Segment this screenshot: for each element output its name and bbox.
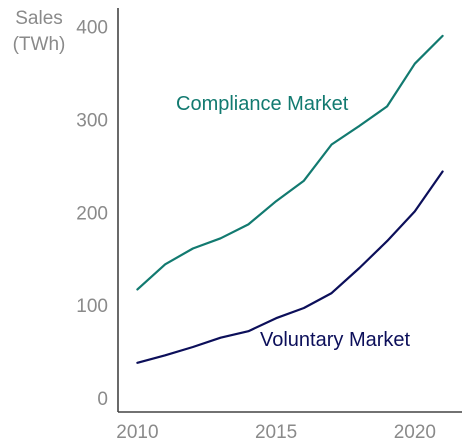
x-tick-label: 2010 [116,422,158,442]
y-tick-label: 0 [97,389,108,410]
series-label-voluntary-market: Voluntary Market [260,329,411,351]
series-line-compliance-market [136,34,444,291]
series-line-voluntary-market [136,170,444,364]
y-axis-title-line-2: (TWh) [13,34,66,55]
x-tick-labels: 2010 2015 2020 [116,422,436,442]
x-tick-label: 2020 [394,422,436,442]
series-label-compliance-market: Compliance Market [176,93,349,115]
y-tick-label: 100 [76,296,108,317]
y-tick-label: 200 [76,203,108,224]
y-tick-label: 300 [76,110,108,131]
x-tick-label: 2015 [255,422,297,442]
axes [117,8,462,413]
y-tick-label: 400 [76,18,108,39]
y-tick-labels: 0 100 200 300 400 [76,18,108,410]
y-axis-title-line-1: Sales [15,8,63,29]
series-lines [136,34,444,364]
